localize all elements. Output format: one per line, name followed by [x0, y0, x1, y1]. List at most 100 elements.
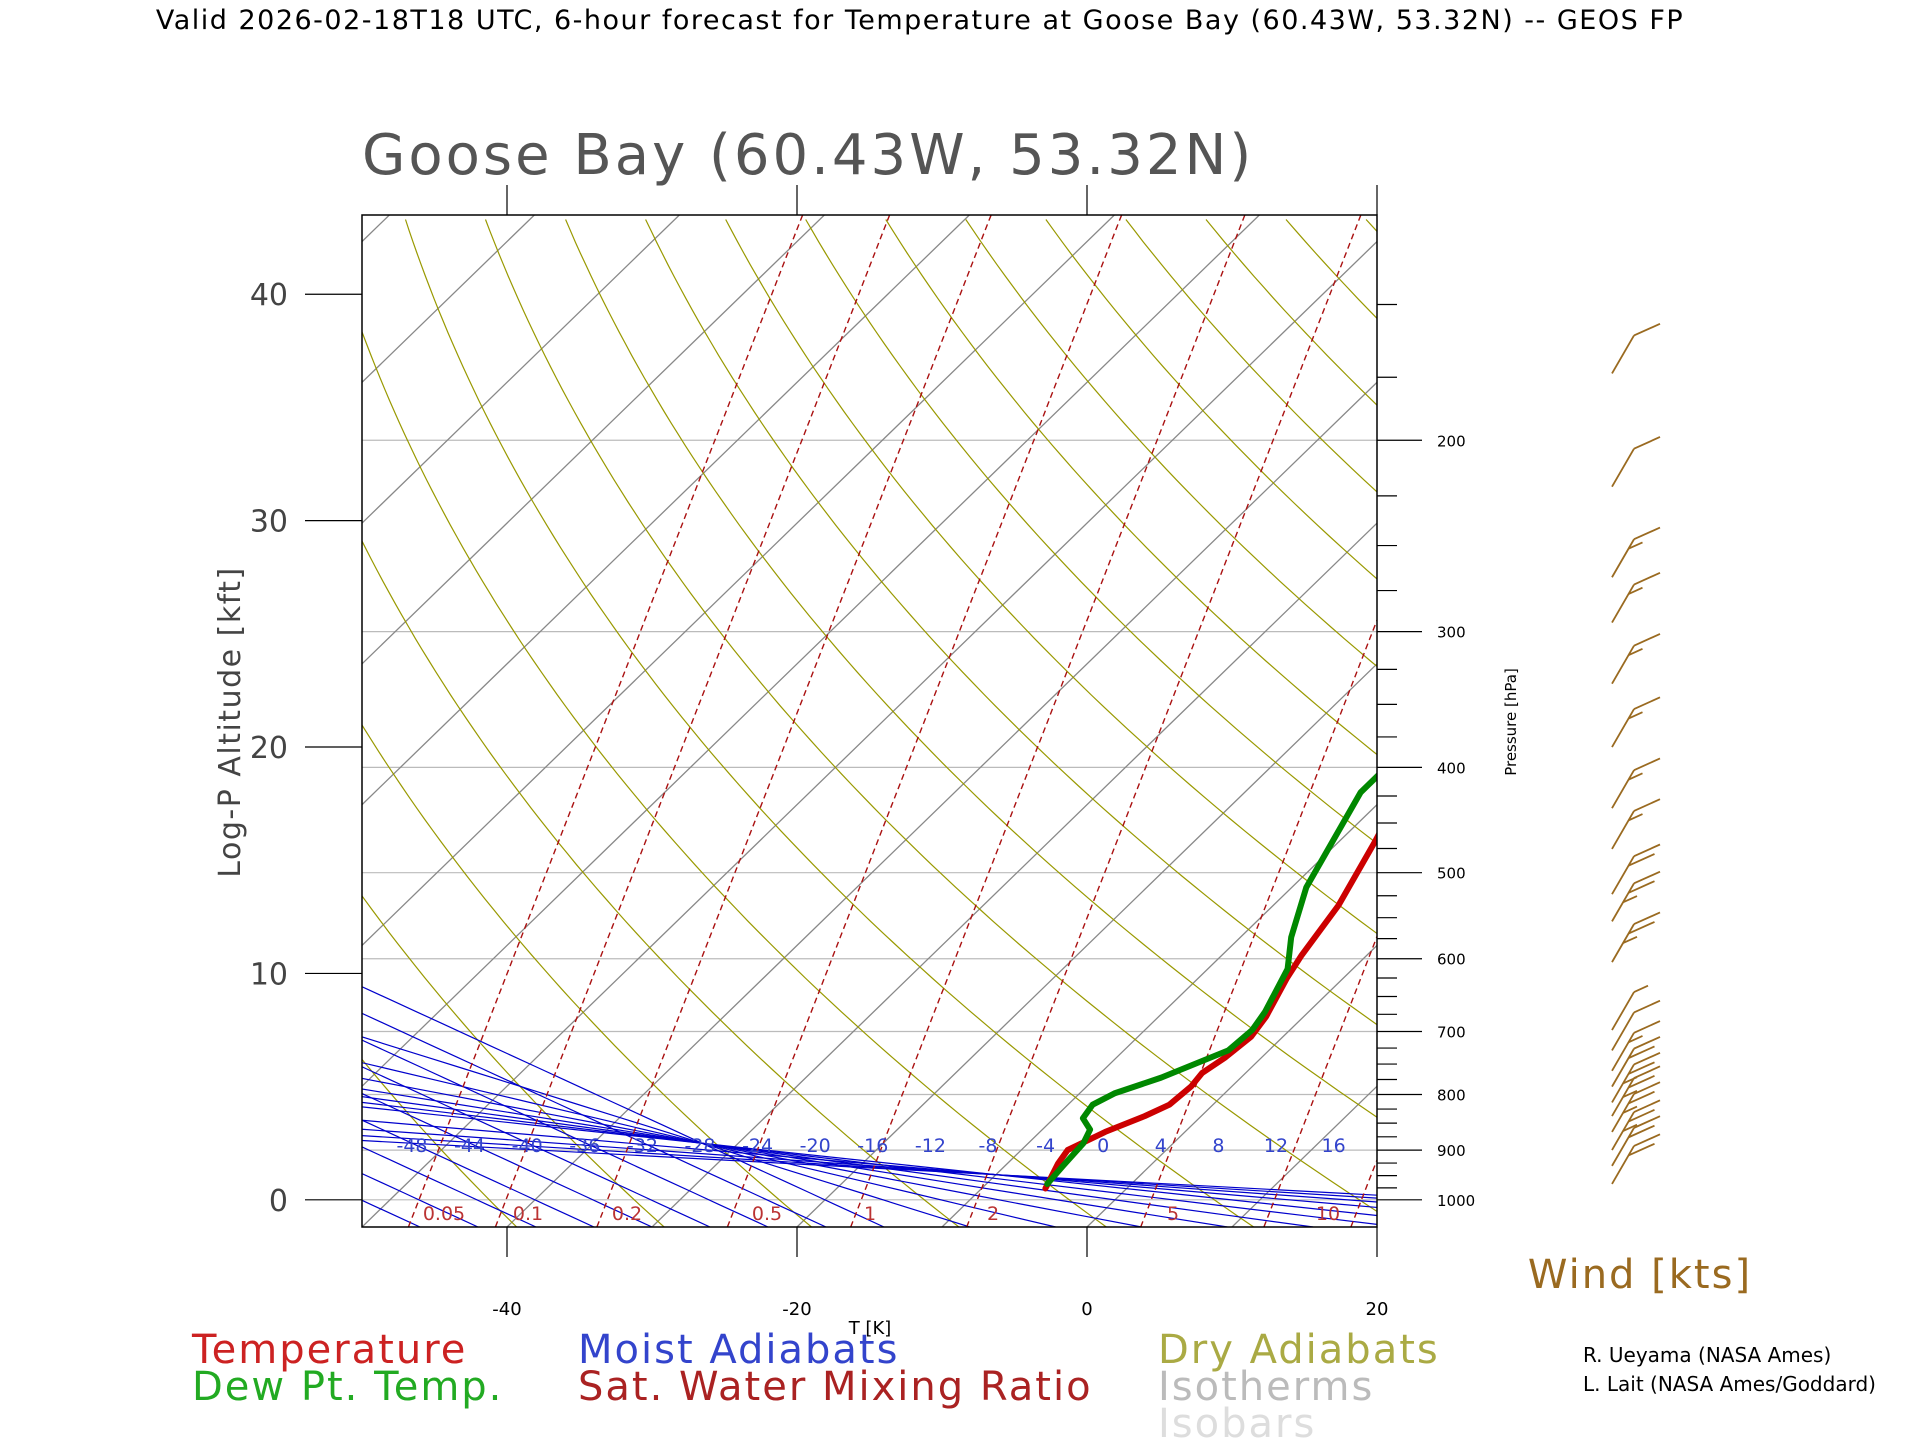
dry-adiabat	[362, 539, 960, 1227]
mixing-ratio-label: 2	[987, 1203, 999, 1225]
x-tick-label: 20	[1366, 1299, 1389, 1320]
mixing-ratio-line	[1800, 163, 1920, 1227]
chart-title: Goose Bay (60.43W, 53.32N)	[362, 123, 1254, 188]
legend-dry-adiabats: Dry Adiabats	[1158, 1327, 1440, 1373]
mixing-ratio-line	[966, 215, 1362, 1227]
moist-adiabat-label: -12	[915, 1135, 946, 1157]
legend-mixing-ratio: Sat. Water Mixing Ratio	[578, 1364, 1093, 1410]
credit-2: L. Lait (NASA Ames/Goddard)	[1583, 1372, 1876, 1396]
x-tick-label: -20	[782, 1299, 811, 1320]
moist-adiabat-label: 0	[1097, 1135, 1109, 1157]
isotherm-line	[362, 215, 535, 384]
moist-adiabat-label: 16	[1322, 1135, 1346, 1157]
moist-adiabat	[362, 1226, 363, 1227]
y-tick-label: 20	[250, 731, 288, 766]
mixing-ratio-line	[1510, 163, 1920, 1227]
pressure-tick-label: 300	[1437, 624, 1466, 642]
wind-barb	[1611, 1020, 1661, 1072]
pressure-tick-label: 500	[1437, 865, 1466, 883]
dry-adiabat	[362, 723, 812, 1227]
mixing-ratio-line	[850, 215, 1246, 1227]
y-tick-label: 10	[250, 957, 288, 992]
wind-barb	[1611, 571, 1661, 623]
wind-barb	[1611, 870, 1661, 922]
moist-adiabat	[362, 1012, 827, 1227]
moist-adiabat	[362, 1199, 421, 1227]
moist-adiabat-label: -44	[454, 1135, 485, 1157]
moist-adiabat	[362, 986, 885, 1227]
isotherm-line	[0, 215, 99, 1227]
wind-barb	[1611, 1065, 1661, 1117]
moist-adiabat-label: -40	[512, 1135, 543, 1157]
isotherm-line	[0, 215, 244, 1227]
pressure-tick-label: 400	[1437, 759, 1466, 777]
dry-adiabat	[1846, 220, 1920, 1228]
moist-adiabat-label: -36	[569, 1135, 600, 1157]
isotherm-line	[651, 522, 1377, 1227]
moist-adiabat-label: 12	[1264, 1135, 1288, 1157]
mixing-ratio-line	[1263, 934, 1377, 1227]
wind-barb	[1611, 1081, 1661, 1133]
y-tick-label: 30	[250, 505, 288, 540]
wind-barb	[1611, 1115, 1661, 1167]
legend-isobars: Isobars	[1158, 1401, 1317, 1447]
dry-adiabat	[362, 894, 665, 1227]
dry-adiabat	[404, 219, 1255, 1227]
legend-isotherms: Isotherms	[1158, 1364, 1375, 1410]
mixing-ratio-line	[596, 215, 992, 1227]
mixing-ratio-line	[1583, 163, 1920, 1227]
isotherm-line	[362, 215, 825, 665]
pressure-tick-label: 800	[1437, 1087, 1466, 1105]
dry-adiabat	[484, 219, 1377, 1213]
moist-adiabat	[362, 1146, 537, 1227]
mixing-ratio-line	[494, 215, 891, 1227]
wind-label: Wind [kts]	[1528, 1252, 1752, 1298]
wind-barb	[1611, 999, 1661, 1051]
isotherm-line	[1376, 1226, 1377, 1227]
x-tick-label: 0	[1081, 1299, 1092, 1320]
moist-adiabat	[362, 1101, 1377, 1225]
dry-adiabat	[965, 219, 1377, 668]
credit-1: R. Ueyama (NASA Ames)	[1583, 1343, 1832, 1367]
y-axis-label: Log-P Altitude [kft]	[213, 566, 248, 877]
wind-barb	[1611, 436, 1661, 488]
mixing-ratio-line	[1350, 1158, 1377, 1227]
moist-adiabat	[362, 1096, 1314, 1227]
x-axis-label: T [K]	[848, 1318, 892, 1339]
moist-adiabat-label: -24	[742, 1135, 773, 1157]
mixing-ratio-label: 0.05	[423, 1203, 465, 1225]
y-tick-label: 0	[269, 1184, 288, 1219]
mixing-ratio-line	[1655, 163, 1920, 1227]
dry-adiabat	[1766, 220, 1920, 1228]
mixing-ratio-line	[1728, 163, 1920, 1227]
wind-barb	[1611, 1133, 1661, 1185]
dry-adiabat	[1526, 220, 1920, 1228]
isotherm-line	[362, 215, 390, 243]
dry-adiabat	[645, 219, 1377, 1026]
chart-header: Valid 2026-02-18T18 UTC, 6-hour forecast…	[156, 5, 1684, 36]
mixing-ratio-line	[1140, 618, 1377, 1227]
dry-adiabat	[1045, 219, 1377, 580]
wind-barb	[1611, 843, 1661, 895]
isotherm-line	[362, 215, 680, 525]
moist-adiabat	[362, 1088, 1228, 1227]
legend-temperature: Temperature	[192, 1327, 468, 1373]
isotherm-line	[362, 240, 1377, 1227]
pressure-tick-label: 600	[1437, 951, 1466, 969]
legend-dewpoint: Dew Pt. Temp.	[192, 1364, 504, 1410]
dry-adiabat	[885, 219, 1377, 756]
wind-barb	[1611, 757, 1661, 809]
mixing-ratio-line	[726, 215, 1123, 1227]
wind-barb	[1611, 984, 1649, 1031]
mixing-ratio-line	[407, 215, 804, 1227]
moist-adiabat-label: 4	[1155, 1135, 1167, 1157]
dry-adiabat	[565, 219, 1377, 1118]
moist-adiabat-label: -32	[627, 1135, 658, 1157]
isotherm-line	[796, 662, 1377, 1227]
dry-adiabat	[1205, 219, 1377, 407]
moist-adiabat-label: 8	[1212, 1135, 1224, 1157]
moist-adiabat	[362, 1039, 769, 1227]
pressure-tick-label: 900	[1437, 1142, 1466, 1160]
dewpoint-line	[1044, 772, 1377, 1187]
